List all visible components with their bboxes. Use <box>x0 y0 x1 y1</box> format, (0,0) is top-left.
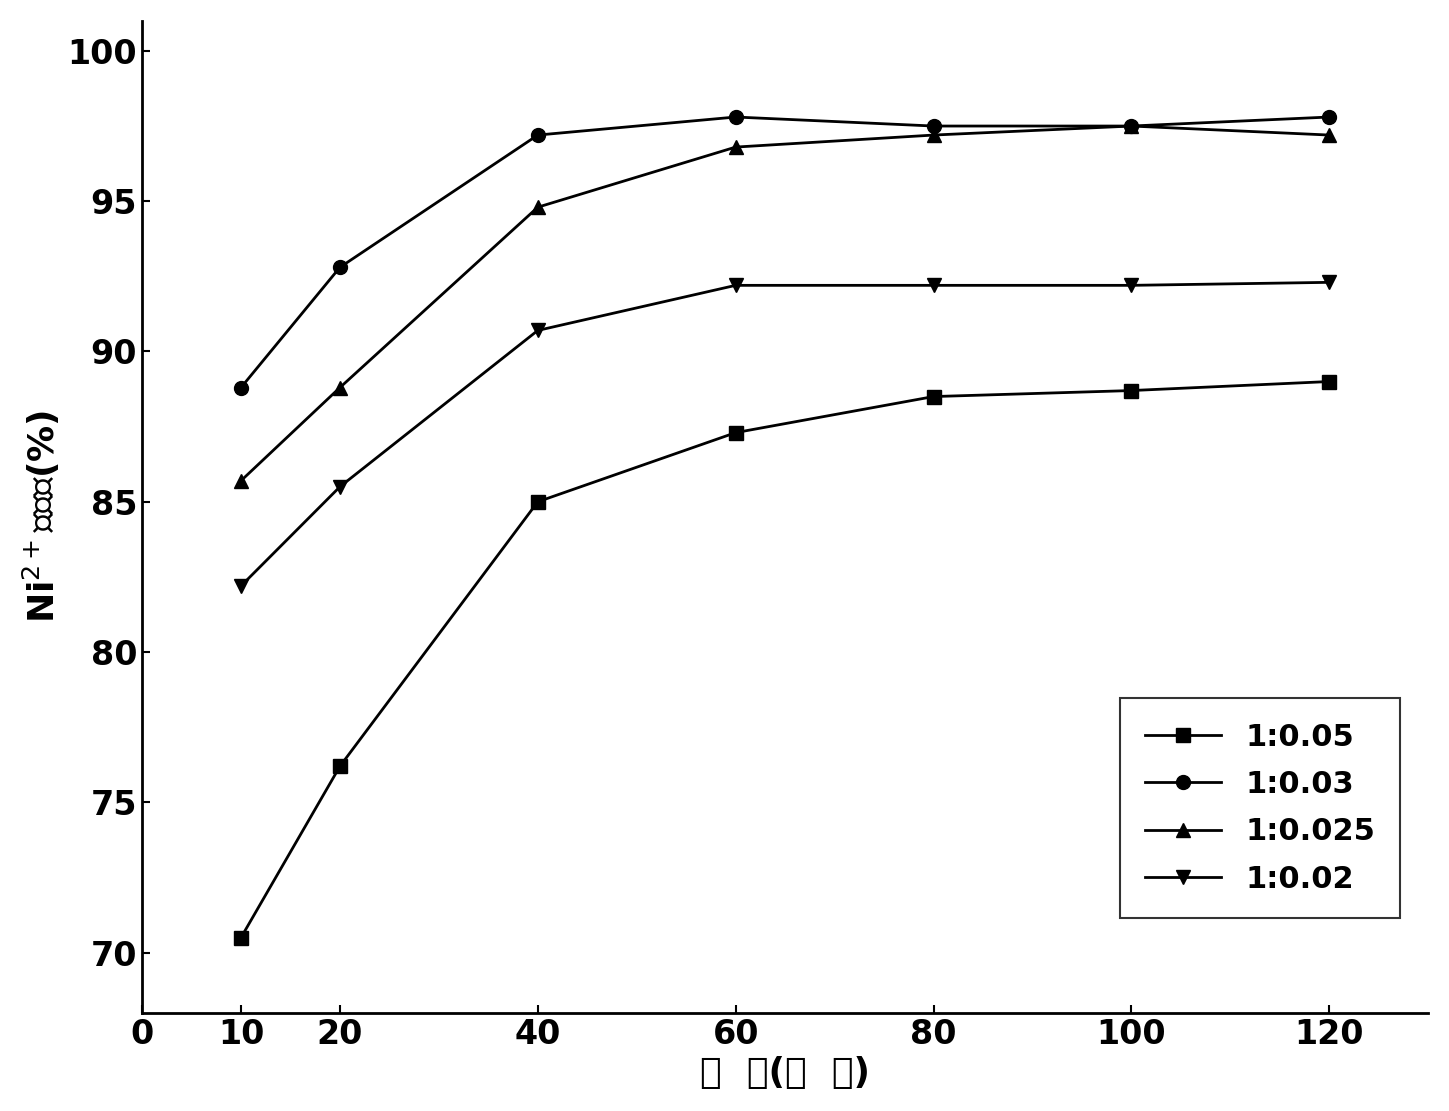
1:0.02 <box>232 579 249 592</box>
1:0.03 <box>1320 110 1337 123</box>
1:0.02 <box>1320 276 1337 289</box>
Y-axis label: Ni$^{2+}$去除率(%): Ni$^{2+}$去除率(%) <box>20 410 62 623</box>
1:0.025 <box>529 200 546 213</box>
1:0.03 <box>232 381 249 394</box>
1:0.03 <box>727 110 745 123</box>
1:0.02 <box>332 480 349 493</box>
1:0.05 <box>727 426 745 439</box>
Legend: 1:0.05, 1:0.03, 1:0.025, 1:0.02: 1:0.05, 1:0.03, 1:0.025, 1:0.02 <box>1120 698 1400 918</box>
1:0.05 <box>232 931 249 944</box>
1:0.03 <box>924 119 942 132</box>
1:0.025 <box>1123 119 1140 132</box>
1:0.05 <box>1320 374 1337 388</box>
Line: 1:0.025: 1:0.025 <box>235 119 1336 488</box>
1:0.02 <box>727 279 745 292</box>
1:0.02 <box>529 323 546 337</box>
1:0.05 <box>529 496 546 509</box>
1:0.05 <box>1123 384 1140 398</box>
1:0.03 <box>332 261 349 274</box>
1:0.025 <box>924 129 942 142</box>
1:0.025 <box>332 381 349 394</box>
1:0.02 <box>924 279 942 292</box>
1:0.03 <box>529 129 546 142</box>
Line: 1:0.02: 1:0.02 <box>235 276 1336 593</box>
1:0.025 <box>1320 129 1337 142</box>
Line: 1:0.05: 1:0.05 <box>235 374 1336 944</box>
X-axis label: 时  间(分  钟): 时 间(分 钟) <box>700 1057 869 1090</box>
Line: 1:0.03: 1:0.03 <box>235 110 1336 394</box>
1:0.02 <box>1123 279 1140 292</box>
1:0.03 <box>1123 119 1140 132</box>
1:0.05 <box>332 760 349 773</box>
1:0.05 <box>924 390 942 403</box>
1:0.025 <box>727 140 745 153</box>
1:0.025 <box>232 474 249 488</box>
